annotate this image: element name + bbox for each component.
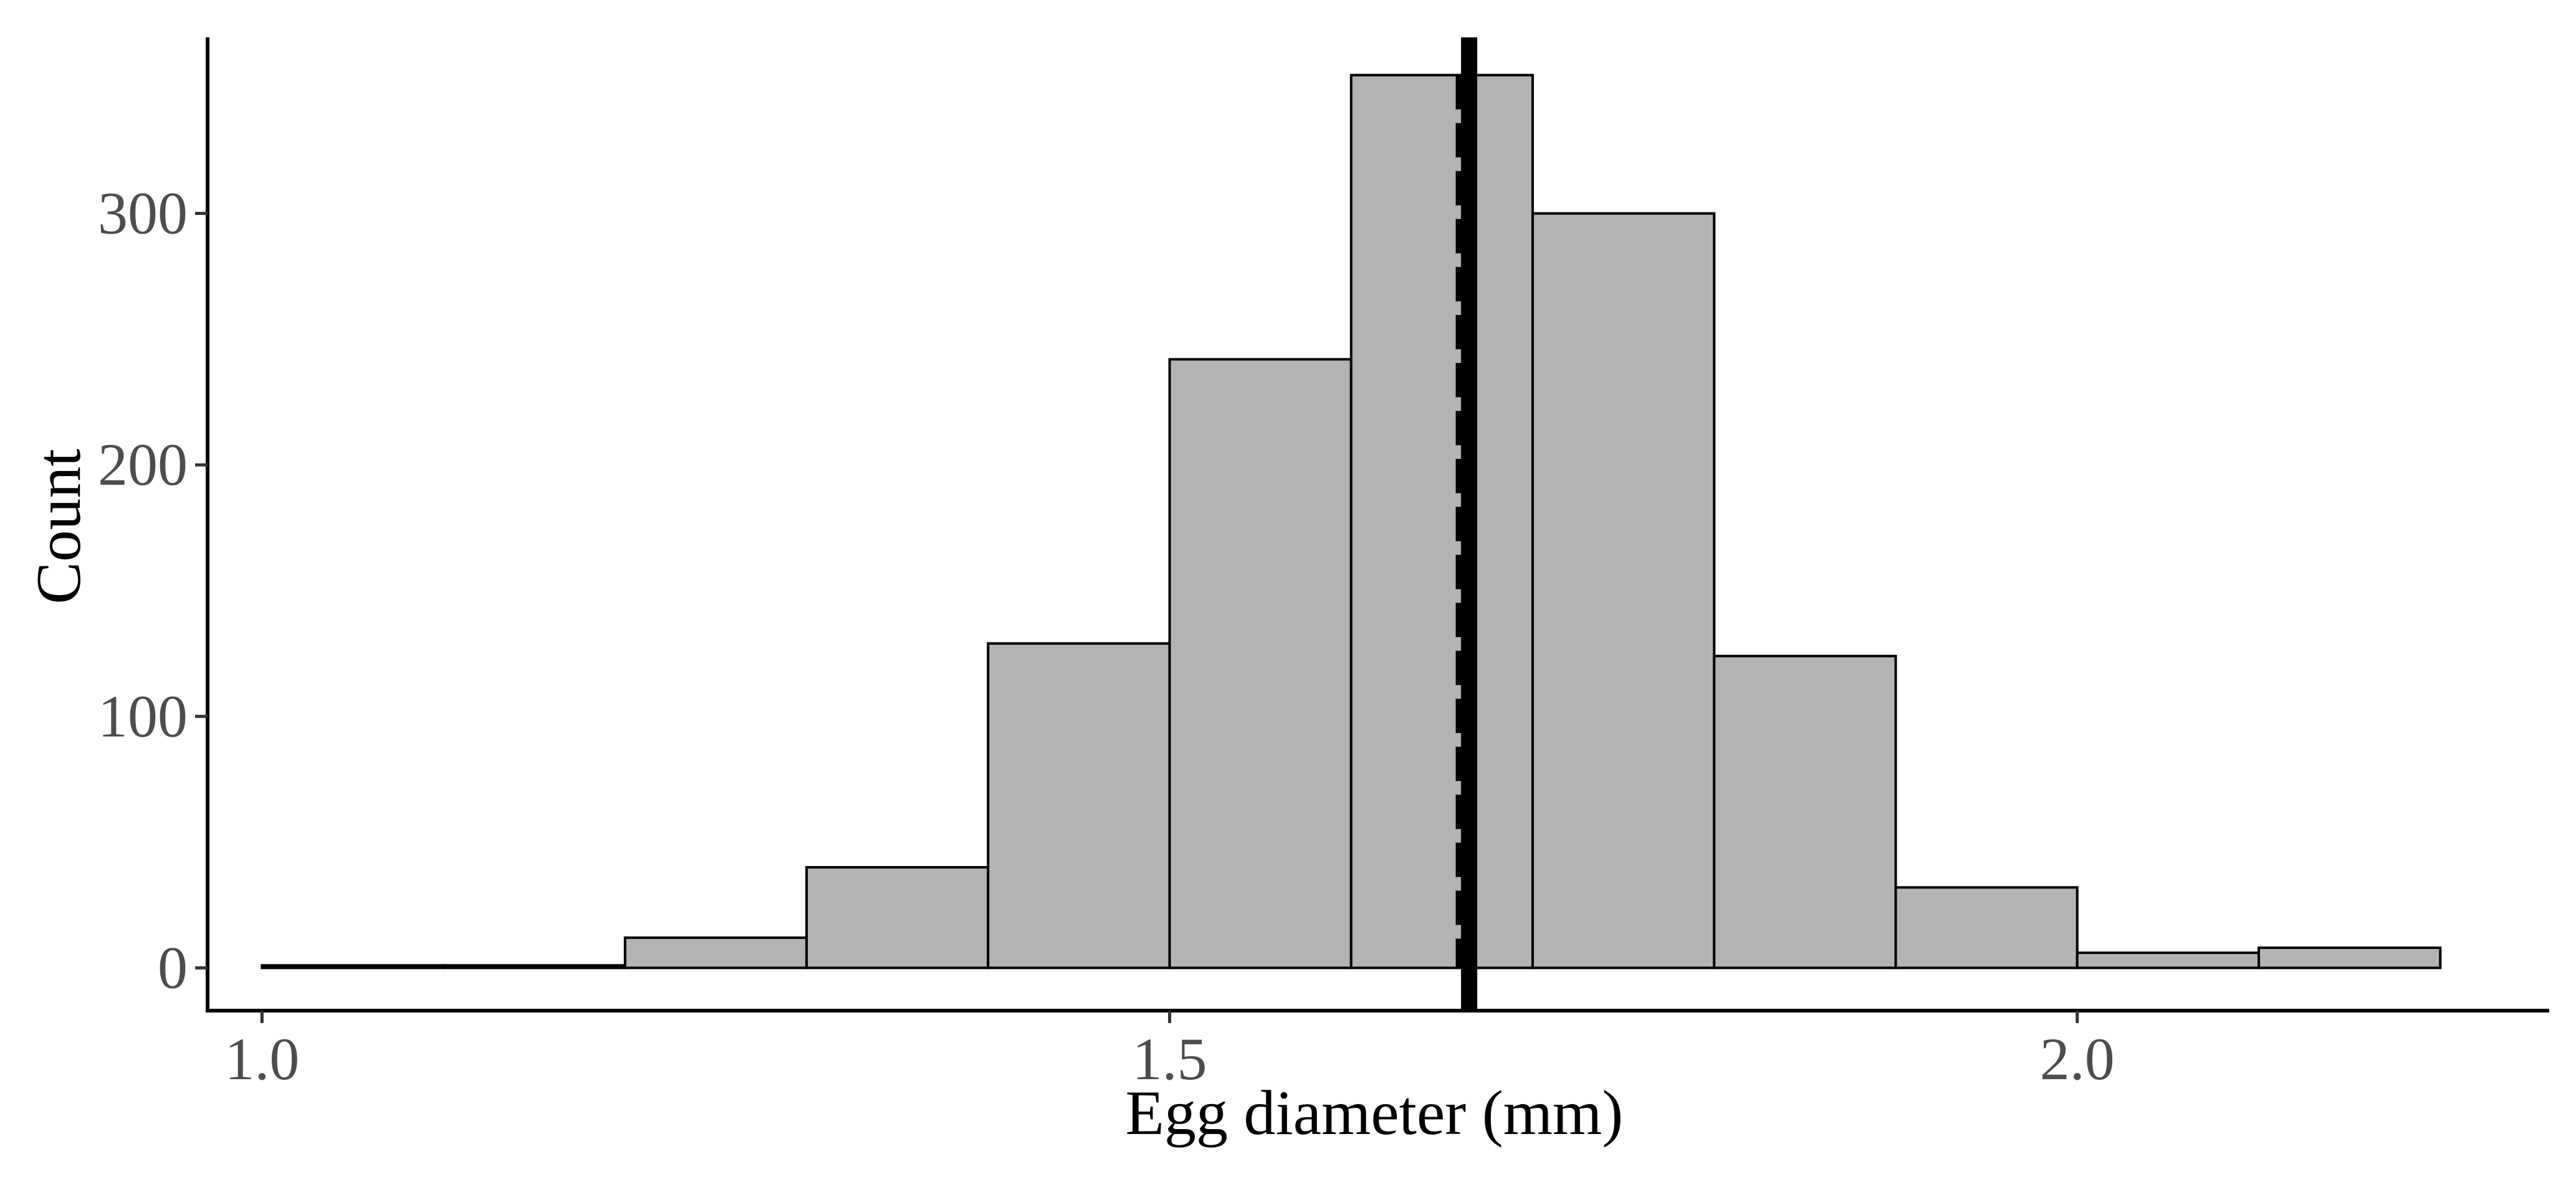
x-axis-title: Egg diameter (mm) bbox=[1126, 1078, 1624, 1148]
histogram-bar-7 bbox=[1531, 212, 1716, 970]
histogram-bar-0 bbox=[261, 964, 445, 970]
histogram-bar-3 bbox=[805, 865, 990, 970]
y-tick-label: 100 bbox=[98, 683, 188, 750]
histogram-bar-6 bbox=[1349, 74, 1535, 970]
histogram-bar-1 bbox=[442, 964, 626, 970]
y-tick-label: 0 bbox=[158, 934, 188, 1001]
reference-lines bbox=[1455, 37, 1478, 1011]
histogram-bar-8 bbox=[1713, 654, 1897, 970]
histogram-bar-9 bbox=[1894, 886, 2079, 970]
x-tick-label: 1.0 bbox=[224, 1026, 299, 1092]
histogram-bar-2 bbox=[623, 936, 808, 970]
x-axis-ticks: 1.0 1.5 2.0 bbox=[224, 1011, 2115, 1092]
y-axis-ticks: 0 100 200 300 bbox=[98, 180, 208, 1001]
y-tick-label: 300 bbox=[98, 180, 188, 247]
x-tick-label: 1.5 bbox=[1132, 1026, 1207, 1092]
histogram-bar-10 bbox=[2076, 951, 2261, 970]
histogram-bar-11 bbox=[2258, 946, 2442, 970]
histogram-bar-4 bbox=[987, 642, 1171, 970]
x-tick-label: 2.0 bbox=[2040, 1026, 2115, 1092]
y-axis-title: Count bbox=[24, 449, 94, 604]
histogram-bar-5 bbox=[1168, 358, 1353, 970]
axes bbox=[206, 37, 2549, 1013]
histogram-bars bbox=[261, 74, 2442, 970]
y-tick-label: 200 bbox=[98, 431, 188, 498]
